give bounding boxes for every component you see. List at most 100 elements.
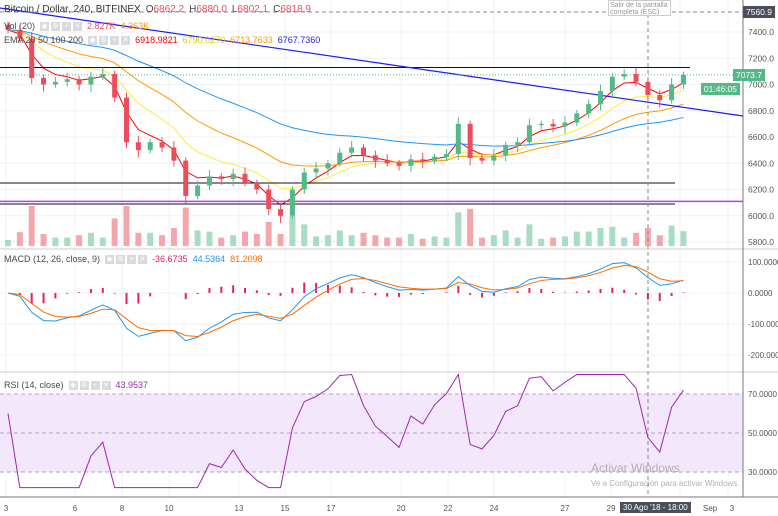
eye-icon[interactable]: ◉ [40,21,50,31]
plus-icon[interactable]: + [62,21,72,31]
countdown-label: 01:46:05 [700,83,740,95]
volume-bar [490,235,497,246]
macd-label: MACD (12, 26, close, 9) [4,254,101,264]
volume-bar [419,238,426,246]
candle-body [526,125,532,143]
time-crosshair-label: 30 Ago '18 - 18:00 [620,502,691,513]
low-value: 6802.1 [237,4,269,15]
ema50-line [7,29,684,189]
candle-body [586,104,592,114]
indicator-buttons[interactable]: ◉ ⚙ + ✕ [68,380,111,390]
volume-bar [135,232,142,246]
close-value: 6818.9 [280,4,311,15]
candle-body [657,95,663,101]
plus-icon[interactable]: + [127,254,137,264]
close-icon[interactable]: ✕ [73,21,83,31]
rsi-legend: RSI (14, close) ◉ ⚙ + ✕ 43.9537 [4,380,148,390]
macd-tick: 100.0000 [748,258,778,267]
candle-body [408,159,414,166]
close-icon[interactable]: ✕ [121,35,131,45]
candle-body [609,76,615,92]
candle-body [432,156,438,161]
volume-legend: Vol (20) ◉ ⚙ + ✕ 2.827K 4.363K [4,21,149,31]
settings-icon[interactable]: ⚙ [116,254,126,264]
candle-body [52,81,58,85]
volume-bar [52,237,59,246]
candle-body [64,79,70,82]
settings-icon[interactable]: ⚙ [51,21,61,31]
rsi-tick: 50.0000 [748,429,777,438]
volume-bar [597,228,604,246]
volume-bar [111,218,118,246]
signal-line [7,264,684,337]
ema-label: EMA 20 50 100 200 [4,35,84,45]
volume-bar [16,232,23,246]
candle-body [396,163,402,166]
candle-body [503,144,509,156]
indicator-buttons[interactable]: ◉ ⚙ + ✕ [88,35,131,45]
candle-body [669,84,675,101]
macd-signal-value: 81.2098 [230,254,263,264]
volume-label: Vol (20) [4,21,36,31]
candle-body [538,123,544,126]
candle-body [41,77,47,85]
candle-body [372,155,378,161]
plus-icon[interactable]: + [90,380,100,390]
candle-body [183,160,189,197]
close-icon[interactable]: ✕ [138,254,148,264]
ema20-value: 6918.9821 [135,35,178,45]
volume-bar [514,237,521,246]
watermark-title: Activar Windows [591,461,680,475]
candle-body [479,158,485,161]
volume-bar [479,237,485,246]
volume-bar [644,228,651,246]
price-tick: 6600.0 [748,132,774,142]
time-tick: 17 [327,504,336,513]
candle-body [633,74,639,82]
price-tick: 7000.0 [748,80,774,90]
open-value: 6862.2 [153,4,185,15]
time-tick: 20 [397,504,406,513]
ema-legend: EMA 20 50 100 200 ◉ ⚙ + ✕ 6918.9821 6790.02… [4,35,320,45]
volume-bar [668,225,675,246]
eye-icon[interactable]: ◉ [105,254,115,264]
volume-bar [313,236,320,246]
eye-icon[interactable]: ◉ [68,380,78,390]
volume-bar [182,207,189,246]
close-label: C [273,4,281,15]
ema50-value: 6790.0270 [182,35,226,45]
candle-body [361,147,366,156]
volume-bar [561,236,568,246]
close-icon[interactable]: ✕ [101,380,111,390]
indicator-buttons[interactable]: ◉ ⚙ + ✕ [40,21,83,31]
candle-body [301,172,307,190]
symbol-legend: Bitcoin / Dollar, 240, BITFINEX O6862.2 … [4,4,311,15]
volume-ma-value: 4.363K [120,21,150,31]
rsi-tick: 30.0000 [748,468,777,477]
candle-body [76,79,82,85]
high-value: 6880.0 [196,4,227,15]
time-tick: 6 [73,504,78,513]
time-tick: 13 [235,504,244,513]
candle-body [491,155,497,161]
candle-body [159,142,165,148]
ema200-line [7,29,684,147]
time-tick: 22 [444,504,453,513]
macd-tick: 0.0000 [748,289,773,298]
ema200-value: 6767.7360 [277,35,321,45]
eye-icon[interactable]: ◉ [88,35,98,45]
plus-icon[interactable]: + [110,35,120,45]
volume-bar [633,232,640,246]
settings-icon[interactable]: ⚙ [99,35,109,45]
candle-body [325,163,331,169]
candle-body [112,74,118,98]
ema100-line [7,29,684,167]
ema20-line [7,29,684,206]
volume-bar [609,226,616,246]
volume-bar [324,235,331,246]
volume-bar [396,237,403,246]
volume-value: 2.827K [87,21,116,31]
indicator-buttons[interactable]: ◉ ⚙ + ✕ [105,254,148,264]
settings-icon[interactable]: ⚙ [79,380,89,390]
